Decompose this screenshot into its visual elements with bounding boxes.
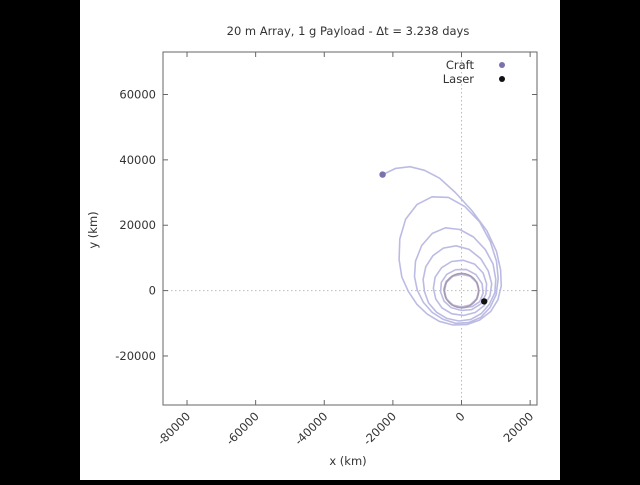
y-tick-label: -20000 (115, 349, 156, 363)
point-laser (480, 298, 488, 305)
y-tick-label: 20000 (119, 218, 156, 232)
inner-orbit-line (443, 272, 480, 309)
plot-frame (162, 51, 538, 406)
legend-label-laser: Laser (443, 72, 475, 86)
x-axis-label: x (km) (329, 454, 366, 468)
y-tick-label: 0 (149, 284, 156, 298)
legend-label-craft: Craft (446, 58, 475, 72)
y-tick-label: 60000 (119, 87, 156, 101)
plot-area: -80000 -60000 -40000 -20000 0 20000-200000200… (115, 51, 538, 448)
y-axis-label: y (km) (86, 211, 100, 248)
chart-title: 20 m Array, 1 g Payload - Δt = 3.238 day… (227, 24, 470, 38)
legend-marker-craft (499, 62, 505, 68)
legend-marker-laser (499, 76, 505, 82)
point-craft (379, 171, 386, 178)
y-tick-label: 40000 (119, 153, 156, 167)
